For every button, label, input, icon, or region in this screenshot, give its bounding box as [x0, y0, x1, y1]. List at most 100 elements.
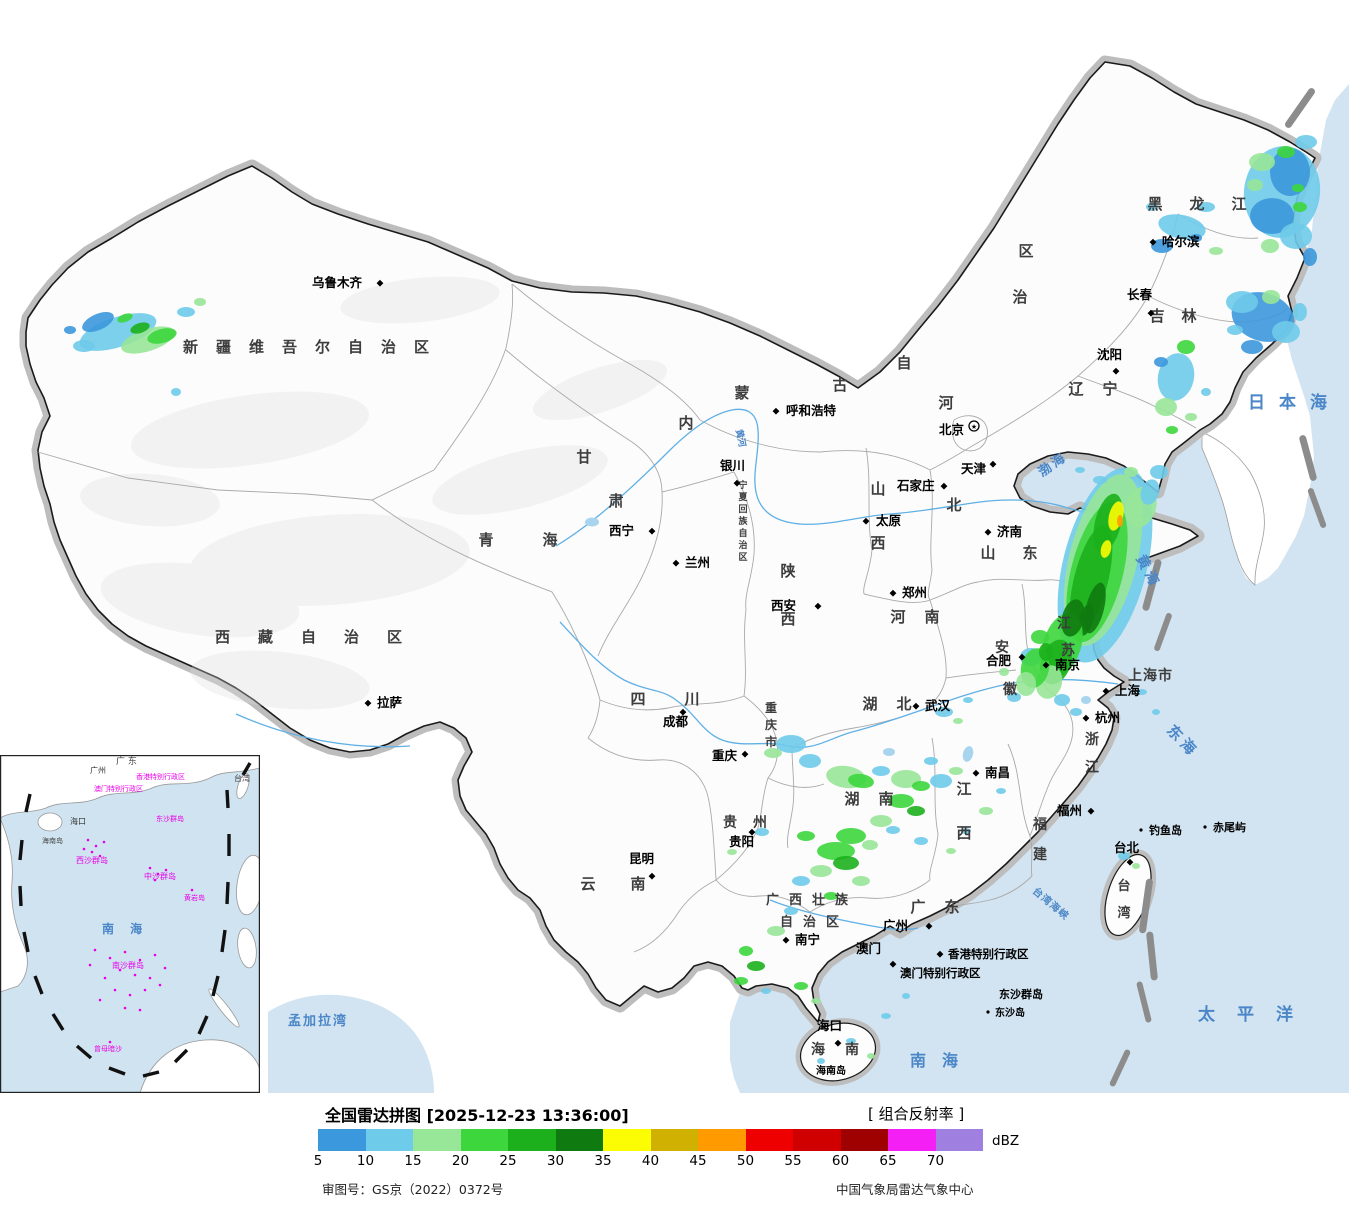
dbz-scale-value: 65	[879, 1153, 897, 1169]
province-label: 自	[896, 354, 911, 372]
province-label: 治	[1012, 288, 1027, 306]
city-label: 贵阳	[729, 834, 754, 849]
dbz-scale-value: 30	[546, 1153, 565, 1169]
radar-echo	[963, 697, 973, 703]
nine-dash-segment	[241, 762, 252, 776]
inset-label: 曾母暗沙	[94, 1044, 122, 1053]
city-label: 澳门	[856, 941, 881, 956]
radar-echo	[1190, 234, 1202, 242]
radar-echo	[797, 831, 815, 841]
city-marker: ◆	[1043, 661, 1050, 671]
radar-echo	[64, 326, 76, 334]
legend-panel: 全国雷达拼图 [2025-12-23 13:36:00] [ 组合反射率 ] 5…	[0, 1093, 1349, 1208]
islet-dot	[98, 854, 102, 858]
dbz-scale-value: 40	[641, 1153, 660, 1169]
city-label: 银川	[720, 458, 745, 473]
radar-echo	[1166, 426, 1178, 434]
dbz-scale-cell-65	[888, 1129, 936, 1151]
radar-echo	[1250, 198, 1294, 234]
radar-echo	[1100, 540, 1112, 558]
radar-echo	[848, 773, 874, 789]
dbz-scale-cell-25	[508, 1129, 556, 1151]
islet-dot	[156, 872, 160, 876]
inset-border	[0, 754, 260, 1093]
city-marker: ◆	[783, 936, 790, 946]
radar-echo	[810, 865, 832, 877]
radar-echo	[739, 946, 753, 956]
city-marker: ◆	[913, 702, 920, 712]
radar-echo	[1075, 467, 1085, 473]
islet-dot	[143, 988, 147, 992]
islet-dot	[148, 976, 152, 980]
city-label: 广州	[883, 918, 908, 933]
province-label: 广西壮族	[766, 892, 858, 908]
brahmaputra-river	[235, 713, 411, 748]
radar-echo	[862, 840, 878, 850]
radar-echo	[147, 328, 177, 344]
province-label: 海	[542, 531, 557, 549]
china-radar-map: 新疆维吾尔自治区西藏自治区青 海甘肃内蒙 古自治区黑龙江吉 林辽 宁河北山西山 东河 南陕西…	[0, 55, 1349, 1093]
radar-echo	[1197, 202, 1215, 212]
radar-echo	[764, 748, 782, 758]
city-marker: ◆	[377, 279, 384, 289]
province-label: 宁	[1102, 380, 1117, 398]
province-label: 吉	[1149, 307, 1164, 325]
city-label: 拉萨	[377, 695, 403, 710]
island-chain-mark	[1154, 613, 1172, 651]
inset-label: 澳门特别行政区	[94, 784, 143, 793]
sea-label: 孟加拉湾	[288, 1013, 348, 1029]
radar-echo	[1277, 146, 1295, 158]
province-label: 云	[580, 875, 595, 893]
province-label: 自治区	[780, 914, 849, 930]
nine-dash-segment	[211, 975, 220, 997]
city-label: 海口	[817, 1018, 842, 1033]
dbz-scale-cell-15	[413, 1129, 461, 1151]
radar-echo	[776, 735, 806, 753]
radar-echo	[852, 876, 870, 886]
island-dot	[1139, 828, 1143, 832]
legend-product-label: [ 组合反射率 ]	[868, 1105, 965, 1123]
city-marker: ◆	[1113, 367, 1120, 377]
province-label: 浙	[1085, 731, 1099, 748]
radar-echo	[171, 388, 181, 396]
dbz-scale-value: 10	[356, 1153, 375, 1169]
city-label: 武汉	[925, 698, 951, 713]
province-label: 上海市	[1128, 667, 1173, 684]
province-label: 龙	[1188, 195, 1204, 213]
islet-dot	[94, 844, 98, 848]
sea-label: 黄河	[733, 428, 748, 448]
province-label: 北	[946, 496, 961, 514]
radar-echo	[914, 837, 928, 845]
radar-echo	[907, 806, 925, 816]
qinghai-lake	[585, 517, 599, 527]
province-borders	[37, 213, 1289, 953]
city-label: 沈阳	[1097, 347, 1122, 362]
islet-dot	[90, 850, 94, 854]
islet-dot	[108, 956, 112, 960]
province-label: 西	[780, 610, 795, 628]
radar-echo	[1177, 340, 1195, 354]
province-label: 西	[870, 534, 885, 552]
radar-echo	[784, 907, 798, 915]
dbz-scale-cell-35	[603, 1129, 651, 1151]
island-chain-mark	[1139, 878, 1153, 934]
province-label: 江	[1231, 195, 1246, 213]
radar-echo	[1185, 413, 1197, 421]
city-label-layer: 乌鲁木齐 ◆哈尔滨◆长春◆沈阳◆北京 ★天津 ◆石家庄 ◆太原◆呼和浩特◆银川◆济南◆郑…	[312, 234, 1246, 1077]
radar-echo	[935, 707, 953, 717]
taihu-lake	[1081, 696, 1091, 704]
islet-dot	[128, 993, 132, 997]
city-marker: ◆	[1083, 714, 1090, 724]
radar-echo	[872, 766, 890, 776]
city-marker: ◆	[985, 528, 992, 538]
nine-dash-segment	[173, 1048, 189, 1064]
islet-dot	[88, 963, 92, 967]
province-label: 治	[738, 539, 747, 551]
province-label: 新疆维吾尔自治区	[183, 338, 447, 356]
radar-echo	[1262, 290, 1280, 304]
city-marker: ◆	[1127, 858, 1134, 868]
radar-echo	[755, 828, 769, 836]
island-dot	[986, 1010, 990, 1014]
city-marker: ◆	[937, 950, 944, 960]
